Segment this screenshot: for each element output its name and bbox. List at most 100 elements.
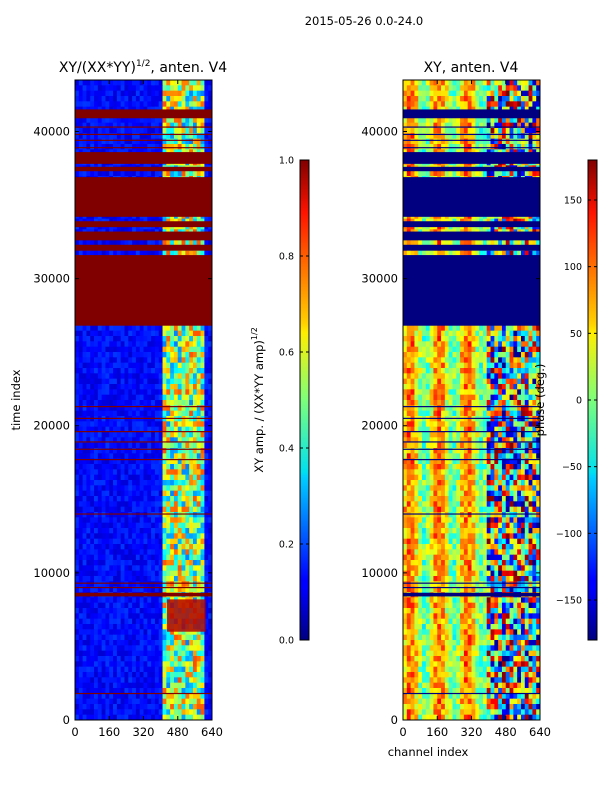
heatmap-cell — [94, 458, 99, 465]
heatmap-cell — [151, 512, 156, 518]
heatmap-cell — [97, 400, 103, 406]
heatmap-cell — [105, 533, 110, 540]
heatmap-cell — [94, 341, 99, 348]
heatmap-cell — [192, 522, 198, 529]
heatmap-cell — [143, 85, 148, 92]
heatmap-cell — [181, 240, 186, 246]
heatmap-cell — [135, 656, 141, 662]
heatmap-cell — [86, 704, 91, 710]
heatmap-cell — [189, 560, 194, 566]
heatmap-cell — [128, 522, 133, 529]
heatmap-cell — [166, 80, 171, 86]
heatmap-cell — [105, 608, 110, 614]
heatmap-cell — [158, 400, 163, 406]
heatmap-cell — [82, 128, 87, 134]
heatmap-cell — [208, 528, 212, 534]
heatmap-cell — [101, 618, 106, 625]
heatmap-cell — [162, 373, 167, 380]
heatmap-cell — [448, 128, 453, 134]
heatmap-cell — [124, 357, 129, 364]
heatmap-cell — [97, 437, 103, 444]
heatmap-cell — [78, 368, 84, 374]
heatmap-cell — [158, 394, 163, 401]
heatmap-cell — [170, 501, 175, 508]
heatmap-cell — [135, 522, 141, 529]
heatmap-cell — [78, 336, 84, 342]
heatmap-cell — [132, 666, 137, 673]
heatmap-cell — [200, 373, 205, 380]
heatmap-cell — [158, 533, 163, 540]
heatmap-cell — [116, 368, 122, 374]
heatmap-cell — [109, 352, 114, 358]
amp-colorbar-frame — [299, 159, 310, 641]
heatmap-cell — [147, 666, 152, 673]
heatmap-cell — [173, 576, 179, 582]
heatmap-cell — [189, 656, 194, 662]
heatmap-cell — [151, 581, 156, 588]
heatmap-cell — [177, 85, 182, 92]
heatmap-cell — [124, 400, 129, 406]
heatmap-cell — [124, 405, 129, 412]
heatmap-cell — [170, 453, 175, 460]
heatmap-cell — [528, 128, 533, 134]
heatmap-cell — [120, 629, 125, 636]
heatmap-cell — [139, 400, 144, 406]
heatmap-cell — [78, 250, 84, 257]
heatmap-cell — [124, 629, 129, 636]
heatmap-cell — [128, 378, 133, 385]
heatmap-cell — [482, 128, 488, 134]
heatmap-cell — [166, 117, 171, 124]
heatmap-cell — [105, 426, 110, 433]
heatmap-cell — [124, 378, 129, 385]
heatmap-cell — [90, 549, 95, 556]
heatmap-cell — [177, 336, 182, 342]
heatmap-cell — [185, 517, 190, 524]
heatmap-cell — [75, 533, 80, 540]
heatmap-cell — [132, 469, 137, 476]
heatmap-cell — [139, 517, 144, 524]
heatmap-cell — [97, 117, 103, 124]
heatmap-cell — [173, 640, 179, 646]
heatmap-cell — [90, 469, 95, 476]
heatmap-cell — [189, 442, 194, 449]
heatmap-cell — [105, 677, 110, 684]
heatmap-cell — [128, 496, 133, 502]
heatmap-cell — [124, 576, 129, 582]
heatmap-cell — [109, 490, 114, 497]
heatmap-cell — [185, 122, 190, 129]
heatmap-cell — [105, 352, 110, 358]
heatmap-cell — [139, 714, 144, 720]
heatmap-cell — [200, 464, 205, 470]
heatmap-cell — [128, 634, 133, 641]
heatmap-cell — [192, 250, 198, 257]
heatmap-cell — [162, 341, 167, 348]
heatmap-cell — [151, 666, 156, 673]
heatmap-cell — [135, 85, 141, 92]
heatmap-cell — [173, 469, 179, 476]
heatmap-cell — [166, 677, 171, 684]
heatmap-cell — [120, 533, 125, 540]
heatmap-cell — [196, 688, 201, 694]
heatmap-cell — [189, 90, 194, 97]
heatmap-cell — [208, 490, 212, 497]
heatmap-cell — [166, 128, 171, 134]
heatmap-cell — [120, 496, 125, 502]
heatmap-cell — [200, 85, 205, 92]
heatmap-cell — [90, 421, 95, 428]
heatmap-cell — [86, 608, 91, 614]
heatmap-cell — [170, 661, 175, 668]
heatmap-cell — [185, 453, 190, 460]
heatmap-cell — [173, 96, 179, 102]
heatmap-cell — [196, 341, 201, 348]
heatmap-cell — [170, 101, 175, 108]
heatmap-cell — [403, 122, 408, 129]
heatmap-cell — [109, 250, 114, 257]
heatmap-cell — [204, 682, 209, 689]
heatmap-cell — [513, 80, 518, 86]
heatmap-cell — [116, 602, 122, 609]
heatmap-cell — [132, 698, 137, 705]
heatmap-cell — [90, 170, 95, 177]
heatmap-cell — [490, 128, 495, 134]
heatmap-cell — [181, 533, 186, 540]
heatmap-cell — [82, 240, 87, 246]
